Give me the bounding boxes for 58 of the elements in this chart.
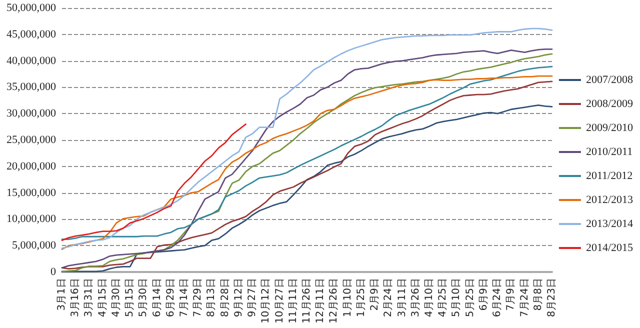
x-tick-label: 1月10日 — [342, 278, 354, 318]
x-tick-label: 6月24日 — [492, 278, 504, 318]
x-tick-label: 10月12日 — [260, 278, 272, 324]
legend-label: 2009/2010 — [586, 122, 634, 134]
y-tick-label: 0 — [50, 266, 56, 278]
x-tick-label: 9月27日 — [247, 278, 258, 318]
x-tick-label: 7月9日 — [506, 278, 517, 311]
x-tick-label: 8月13日 — [206, 278, 218, 318]
x-tick-label: 6月9日 — [478, 278, 490, 311]
legend-label: 2007/2008 — [586, 74, 634, 86]
legend-label: 2008/2009 — [586, 98, 634, 110]
x-tick-label: 3月16日 — [70, 278, 82, 318]
line-series — [61, 123, 246, 242]
y-tick-label: 25,000,000 — [6, 134, 56, 146]
x-tick-label: 12月11日 — [315, 278, 326, 324]
x-tick-label: 9月12日 — [233, 278, 244, 318]
line-series — [61, 28, 553, 249]
x-tick-label: 3月1日 — [56, 278, 68, 311]
y-tick-label: 20,000,000 — [6, 160, 56, 172]
x-tick-label: 8月28日 — [220, 278, 231, 318]
x-tick-label: 5月30日 — [138, 278, 150, 318]
x-tick-label: 8月8日 — [532, 278, 544, 311]
y-tick-label: 30,000,000 — [6, 108, 56, 120]
x-tick-label: 4月10日 — [424, 278, 435, 318]
x-tick-label: 11月11日 — [288, 278, 299, 324]
legend-label: 2011/2012 — [586, 170, 633, 182]
x-tick-label: 8月23日 — [546, 278, 558, 318]
x-tick-label: 6月29日 — [165, 278, 176, 318]
x-tick-label: 12月26日 — [328, 278, 340, 324]
x-tick-label: 3月26日 — [410, 278, 422, 318]
y-tick-label: 40,000,000 — [6, 54, 56, 67]
y-tick-label: 45,000,000 — [6, 28, 56, 40]
x-tick-label: 2月9日 — [370, 278, 381, 311]
x-tick-label: 5月10日 — [451, 278, 462, 318]
x-tick-label: 6月14日 — [152, 278, 163, 318]
x-tick-label: 11月26日 — [302, 278, 312, 324]
y-tick-label: 50,000,000 — [6, 2, 56, 14]
x-tick-label: 3月11日 — [396, 278, 408, 318]
legend-label: 2013/2014 — [586, 218, 634, 230]
x-tick-label: 4月30日 — [110, 278, 122, 318]
legend-label: 2010/2011 — [586, 146, 633, 158]
x-tick-label: 4月25日 — [438, 278, 449, 318]
x-tick-label: 5月25日 — [464, 278, 476, 318]
x-tick-label: 3月31日 — [84, 278, 95, 318]
legend-label: 2012/2013 — [586, 194, 634, 206]
x-tick-label: 7月24日 — [519, 278, 530, 318]
x-tick-label: 2月24日 — [383, 278, 394, 318]
y-tick-label: 10,000,000 — [6, 213, 56, 226]
y-tick-label: 35,000,000 — [6, 81, 56, 94]
y-tick-label: 15,000,000 — [6, 186, 56, 199]
x-tick-label: 7月29日 — [192, 278, 204, 318]
x-tick-label: 10月27日 — [274, 278, 286, 324]
legend-label: 2014/2015 — [586, 242, 634, 254]
y-tick-label: 5,000,000 — [12, 240, 56, 252]
x-tick-label: 4月15日 — [97, 278, 108, 318]
x-tick-label: 5月15日 — [124, 278, 136, 318]
x-tick-label: 7月14日 — [179, 278, 190, 318]
x-tick-label: 1月25日 — [356, 278, 367, 318]
